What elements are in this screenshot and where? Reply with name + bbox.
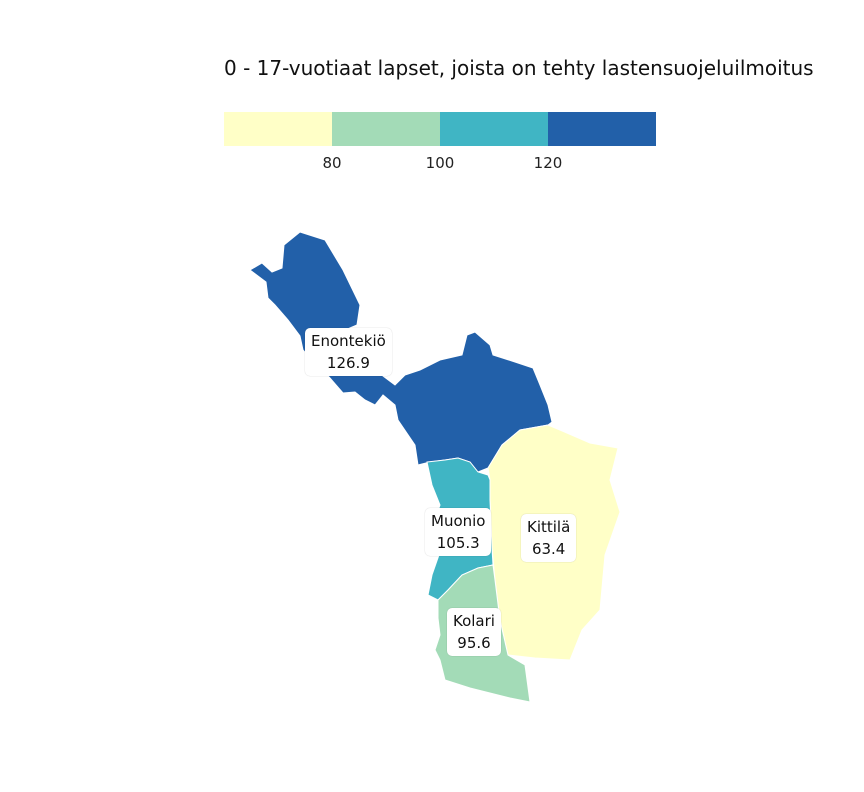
legend-tick-100: 100 (425, 154, 455, 172)
label-kittila-name: Kittilä (527, 518, 571, 536)
legend-tick-80: 80 (322, 154, 342, 172)
map-title: 0 - 17-vuotiaat lapset, joista on tehty … (224, 56, 814, 80)
legend-swatch-1 (224, 112, 332, 146)
region-enontekio[interactable] (249, 231, 553, 473)
label-muonio: Muonio 105.3 (425, 508, 492, 556)
label-kolari-value: 95.6 (457, 634, 491, 652)
label-enontekio-name: Enontekiö (311, 332, 386, 350)
label-muonio-value: 105.3 (436, 534, 480, 552)
label-muonio-name: Muonio (431, 512, 486, 530)
legend-swatch-3 (440, 112, 548, 146)
label-kolari: Kolari 95.6 (447, 608, 501, 656)
legend-tick-120: 120 (533, 154, 563, 172)
label-kolari-name: Kolari (453, 612, 495, 630)
legend-swatch-4 (548, 112, 656, 146)
label-enontekio-value: 126.9 (326, 354, 370, 372)
label-kittila-value: 63.4 (531, 540, 566, 558)
legend-swatch-2 (332, 112, 440, 146)
color-legend (224, 112, 656, 146)
label-kittila: Kittilä 63.4 (521, 514, 577, 562)
label-enontekio: Enontekiö 126.9 (305, 328, 392, 376)
